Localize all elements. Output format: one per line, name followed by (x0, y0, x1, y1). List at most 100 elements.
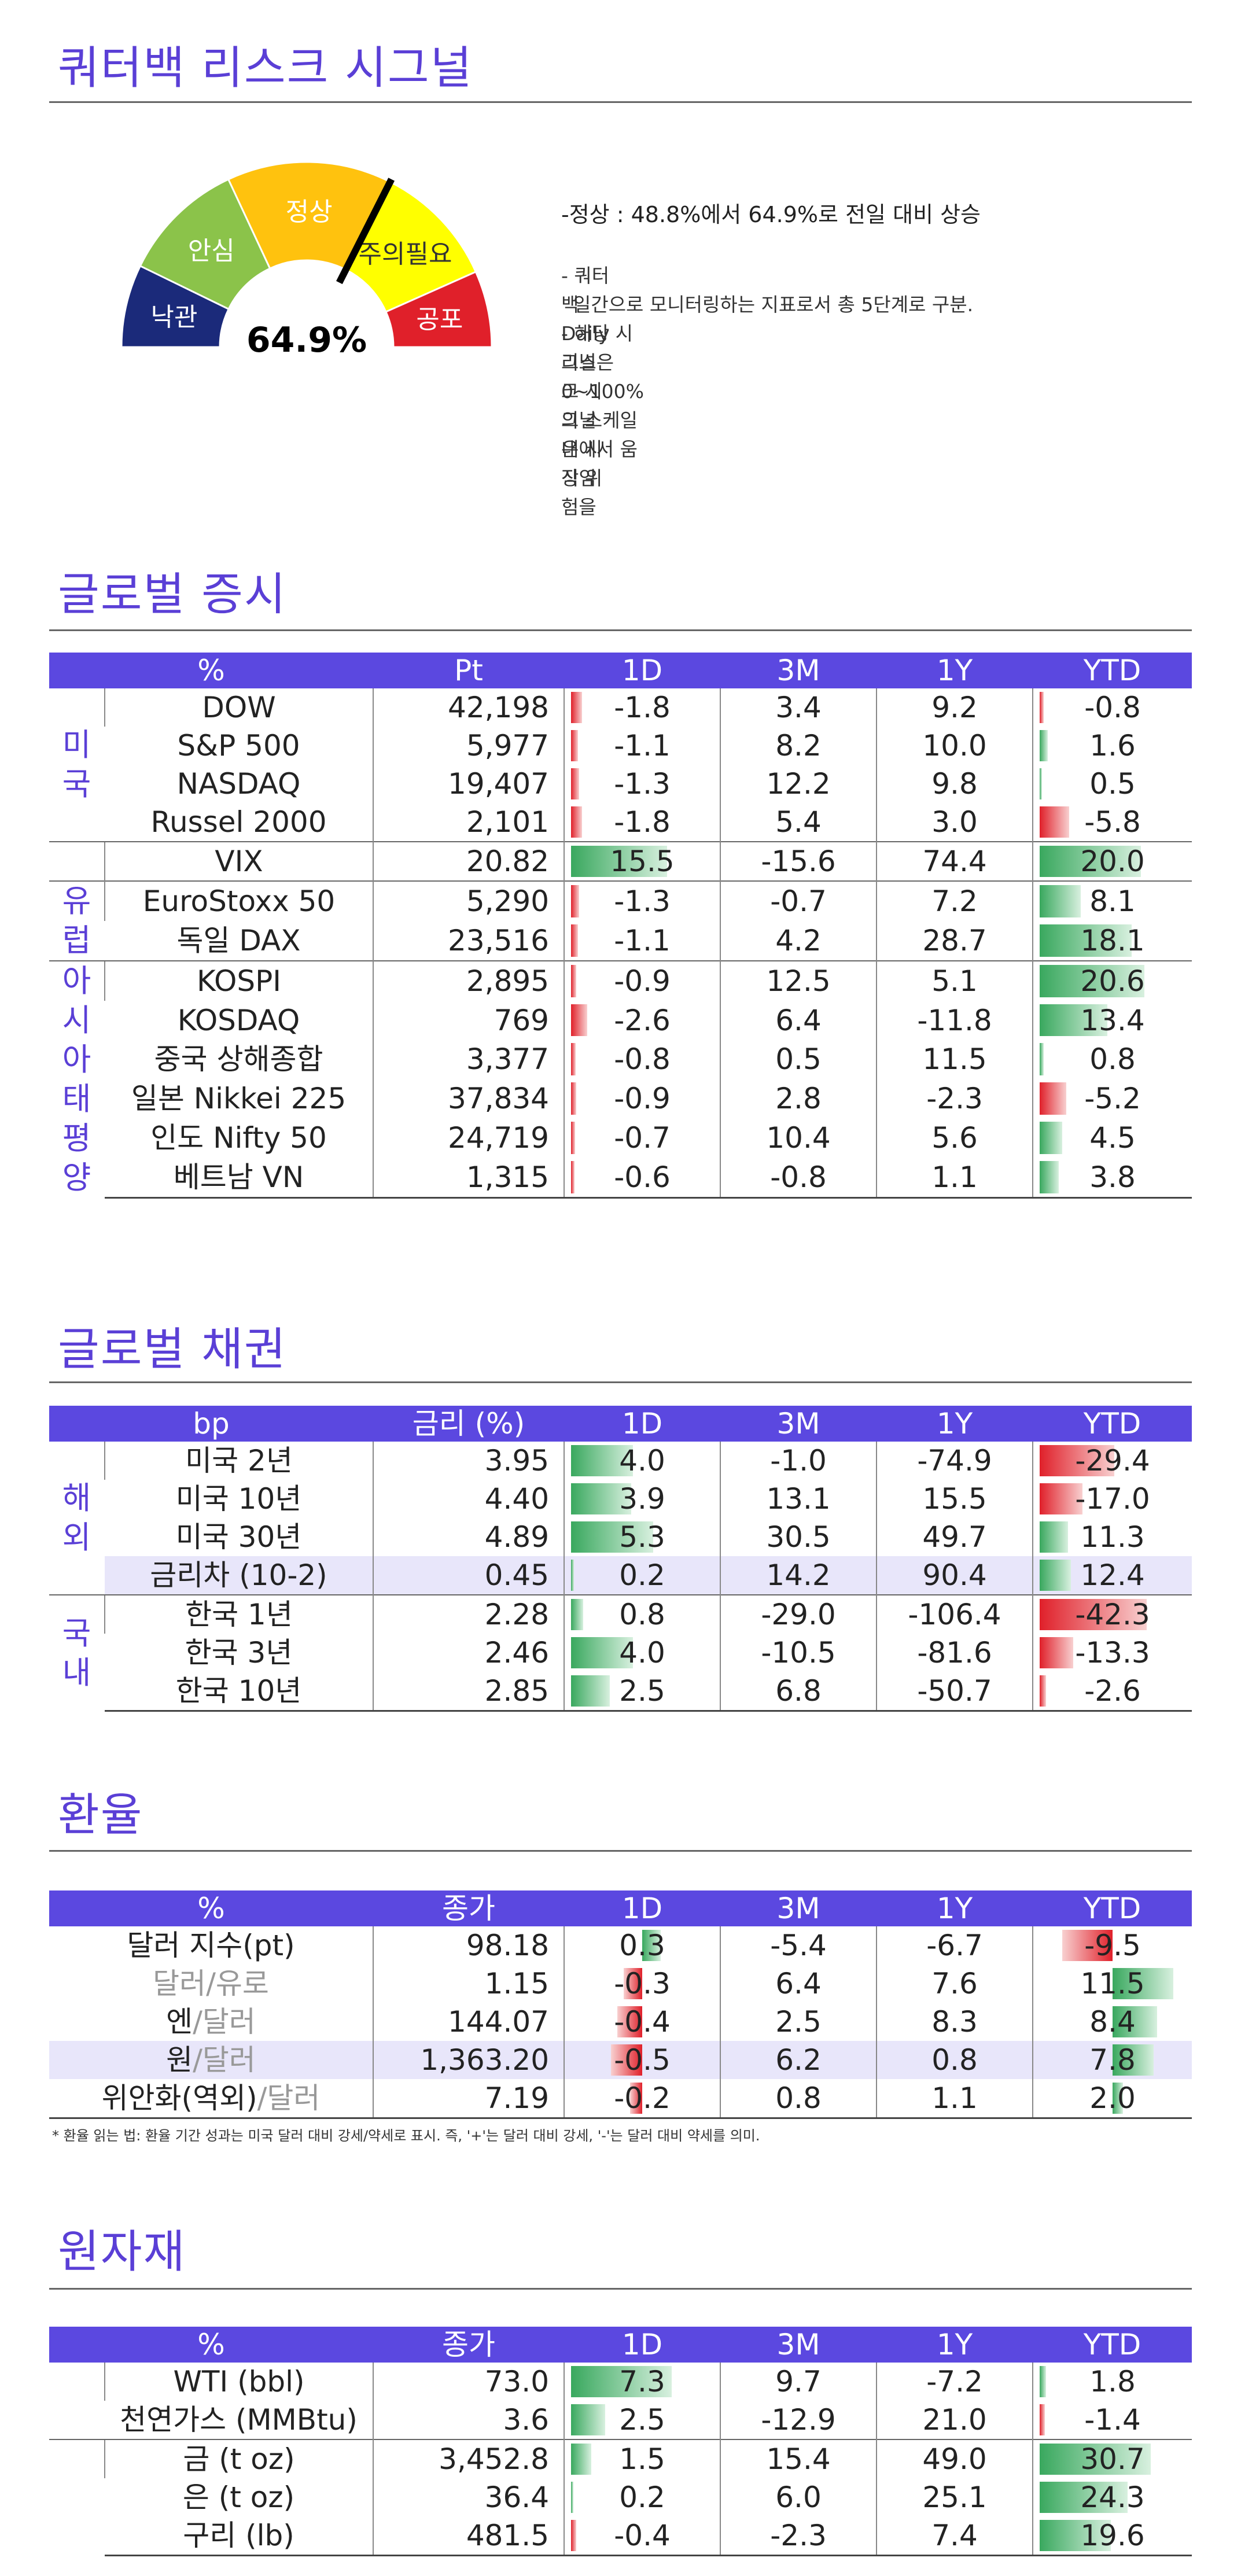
row-name: WTI (bbl) (104, 2363, 373, 2401)
divider (49, 1850, 1192, 1852)
bar-cell: -0.7 (564, 1118, 720, 1158)
bar-cell: 15.5 (564, 841, 720, 881)
bar-cell: -1.1 (564, 921, 720, 961)
commodities-title: 원자재 (58, 2226, 186, 2278)
bar-cell: -1.8 (564, 688, 720, 727)
row-3m: 6.2 (720, 2041, 877, 2079)
row-level: 7.19 (373, 2079, 564, 2119)
data-bar (1039, 692, 1044, 723)
table-row: WTI (bbl) 73.0 7.3 9.7 -7.2 1.8 (49, 2363, 1192, 2401)
bar-cell: -1.3 (564, 765, 720, 803)
row-1y: 11.5 (876, 1040, 1033, 1079)
row-level: 20.82 (373, 841, 564, 881)
bar-value: 8.1 (1089, 885, 1136, 918)
table-row: Russel 2000 2,101 -1.8 5.4 3.0 -5.8 (49, 803, 1192, 842)
row-3m: 0.8 (720, 2079, 877, 2119)
bar-value: 0.3 (619, 1929, 665, 1962)
data-bar (629, 2083, 642, 2114)
row-3m: -0.8 (720, 1157, 877, 1199)
row-level: 1,315 (373, 1157, 564, 1199)
row-name: 금리차 (10-2) (105, 1556, 373, 1595)
bar-cell: 3.8 (1032, 1157, 1192, 1199)
row-level: 4.40 (373, 1480, 564, 1518)
row-1y: 49.7 (876, 1518, 1033, 1556)
row-level: 481.5 (373, 2516, 564, 2556)
bar-cell: -0.9 (564, 960, 720, 1001)
bar-cell: 7.3 (564, 2363, 720, 2401)
data-bar (1113, 1968, 1174, 1999)
row-name-part: 원 (166, 2043, 193, 2077)
bar-cell: 11.3 (1032, 1518, 1192, 1556)
bar-value: 19.6 (1080, 2519, 1145, 2552)
data-bar (1039, 1082, 1066, 1115)
row-level: 37,834 (373, 1079, 564, 1118)
bar-value: 13.4 (1080, 1003, 1145, 1037)
row-1y: -11.8 (876, 1000, 1033, 1040)
row-3m: 2.8 (720, 1079, 877, 1118)
row-name: 한국 10년 (105, 1672, 373, 1712)
bar-value: 2.5 (619, 2403, 665, 2437)
data-bar (1062, 1930, 1113, 1961)
row-name: VIX (104, 841, 373, 881)
bar-value: -0.5 (614, 2043, 671, 2077)
column-header: YTD (1033, 1890, 1192, 1926)
row-1y: 90.4 (876, 1556, 1033, 1595)
risk-note: - 쿼터백 Daily 리스크 시그널은 시장 위험을 (561, 264, 610, 518)
data-bar (1039, 846, 1141, 877)
row-name-part: /달러 (257, 2081, 321, 2115)
fx-table: % 종가 1D 3M 1Y YTD 달러 지수(pt) 98.18 0.3 -5.4 -6.7 -9.… (49, 1890, 1192, 2119)
bar-value: -0.8 (1084, 691, 1141, 724)
bar-value: -2.6 (1084, 1674, 1141, 1708)
group-label-char: 평 (62, 1120, 91, 1156)
data-bar (642, 1930, 661, 1961)
group-label-char: 양 (62, 1159, 91, 1196)
bar-cell: -0.9 (564, 1079, 720, 1118)
table-row: 달러 지수(pt) 98.18 0.3 -5.4 -6.7 -9.5 (49, 1926, 1192, 1965)
data-bar (570, 768, 579, 799)
bar-cell: -5.8 (1032, 803, 1192, 842)
row-level: 2.85 (373, 1672, 564, 1712)
bar-value: -0.6 (614, 1160, 671, 1194)
row-level: 73.0 (373, 2363, 564, 2401)
table-row: 중국 상해종합 3,377 -0.8 0.5 11.5 0.8 (49, 1040, 1192, 1079)
table-row: 미국 30년 4.89 5.3 30.5 49.7 11.3 (49, 1518, 1192, 1556)
bar-value: 0.8 (1089, 1042, 1136, 1077)
column-header: 금리 (%) (373, 1406, 564, 1442)
bar-value: 1.5 (619, 2442, 665, 2476)
bar-value: -1.8 (614, 805, 671, 839)
risk-note: - 해당 시그널은 0~100%의 스케일 내에서 움직임 (561, 322, 644, 489)
bar-value: 3.8 (1089, 1160, 1136, 1194)
data-bar (1113, 2006, 1157, 2037)
row-3m: -29.0 (720, 1594, 877, 1634)
row-name: 인도 Nifty 50 (150, 1121, 327, 1155)
row-1y: 7.4 (876, 2516, 1033, 2556)
bar-cell: 2.5 (564, 2401, 720, 2439)
data-bar (1039, 806, 1069, 838)
row-1y: 7.2 (876, 880, 1033, 921)
bar-cell: -2.6 (564, 1000, 720, 1040)
column-header: % (49, 653, 373, 688)
risk-title: 쿼터백 리스크 시그널 (58, 42, 473, 94)
bar-cell: -0.8 (564, 1040, 720, 1079)
row-1y: 9.8 (876, 765, 1033, 803)
group-label (49, 2439, 105, 2556)
bar-cell: 30.7 (1032, 2439, 1192, 2478)
row-3m: 10.4 (720, 1118, 877, 1158)
data-bar (611, 2044, 642, 2076)
row-name-part: 달러 (153, 1967, 207, 2000)
bar-value: 2.5 (619, 1674, 665, 1708)
group-label-char: 시 (62, 1002, 91, 1038)
data-bar (570, 924, 578, 957)
bar-cell: -1.1 (564, 727, 720, 765)
row-3m: 15.4 (720, 2439, 877, 2478)
risk-headline: -정상 : 48.8%에서 64.9%로 전일 대비 상승 (561, 202, 981, 227)
column-header: % (49, 2327, 373, 2363)
data-bar (570, 1521, 653, 1553)
row-level: 3.95 (373, 1442, 564, 1480)
row-name: 엔/달러 (49, 2003, 373, 2041)
bar-value: -5.2 (1084, 1082, 1141, 1116)
column-header: 3M (720, 653, 877, 688)
divider (49, 1381, 1192, 1383)
row-name: S&P 500 (177, 729, 300, 762)
